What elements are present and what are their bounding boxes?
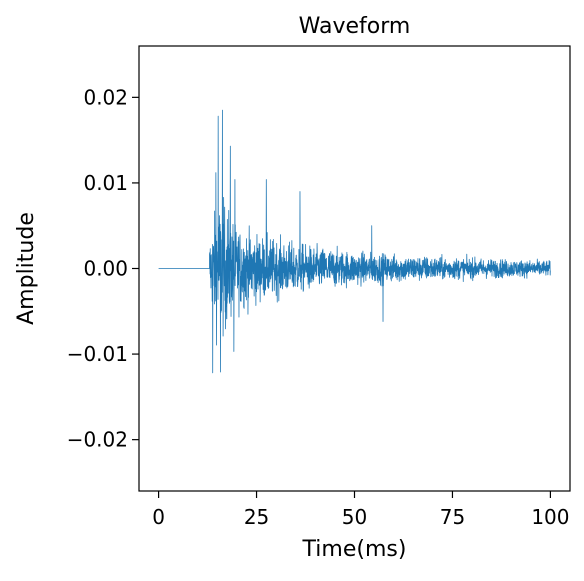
x-tick-label: 25	[244, 505, 269, 529]
series-layer	[158, 109, 551, 374]
y-tick-label: 0.01	[83, 171, 128, 195]
y-tick-label: −0.02	[67, 428, 128, 452]
y-tick-label: 0.00	[83, 257, 128, 281]
x-tick-label: 50	[342, 505, 367, 529]
y-tick-label: −0.01	[67, 342, 128, 366]
x-axis-ticks: 0 25 50 75 100	[152, 491, 570, 529]
x-tick-label: 100	[531, 505, 569, 529]
waveform-line	[158, 109, 551, 374]
chart-title: Waveform	[299, 14, 411, 39]
y-tick-label: 0.02	[83, 85, 128, 109]
x-tick-label: 0	[152, 505, 165, 529]
x-axis-label: Time(ms)	[302, 537, 407, 562]
x-tick-label: 75	[440, 505, 465, 529]
y-axis-ticks: 0.02 0.01 0.00 −0.01 −0.02	[67, 85, 139, 452]
y-axis-label: Amplitude	[14, 212, 39, 325]
